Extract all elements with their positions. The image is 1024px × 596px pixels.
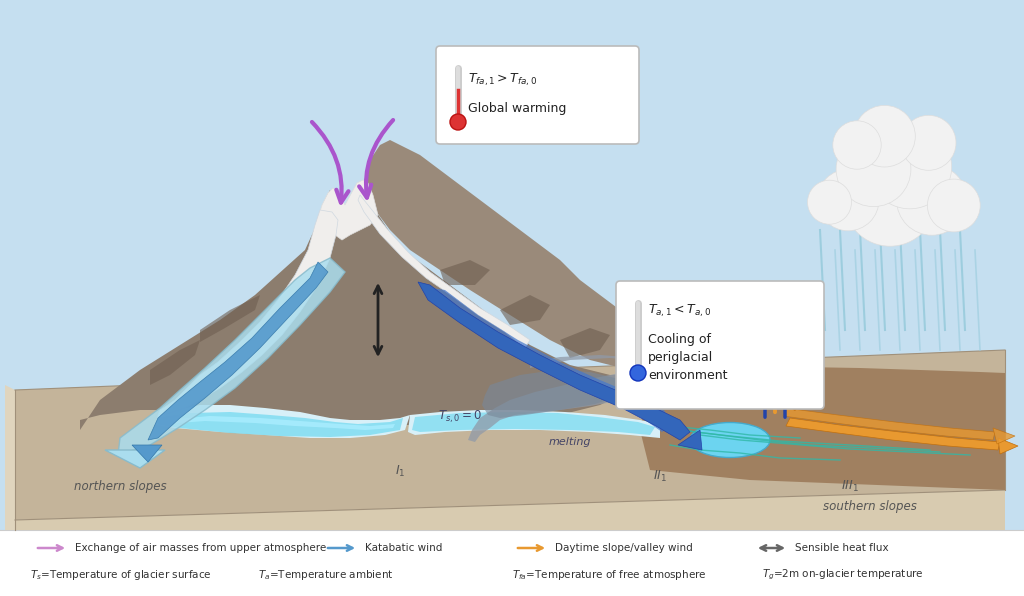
Polygon shape bbox=[500, 295, 550, 325]
Text: $T_{s,0}=0$: $T_{s,0}=0$ bbox=[438, 409, 482, 425]
Polygon shape bbox=[783, 408, 995, 440]
Polygon shape bbox=[440, 260, 490, 285]
Text: melting: melting bbox=[549, 437, 591, 447]
Polygon shape bbox=[998, 438, 1018, 454]
Polygon shape bbox=[158, 210, 338, 415]
Polygon shape bbox=[150, 340, 200, 385]
Polygon shape bbox=[362, 140, 690, 370]
Polygon shape bbox=[432, 288, 672, 432]
Polygon shape bbox=[993, 428, 1015, 444]
Polygon shape bbox=[118, 258, 345, 455]
Text: periglacial: periglacial bbox=[648, 351, 714, 364]
Text: southern slopes: southern slopes bbox=[823, 500, 916, 513]
Text: $T_{s}$=Temperature of glacier surface: $T_{s}$=Temperature of glacier surface bbox=[30, 568, 212, 582]
Polygon shape bbox=[408, 410, 660, 438]
Circle shape bbox=[450, 114, 466, 130]
Text: environment: environment bbox=[648, 369, 727, 382]
Text: Sensible heat flux: Sensible heat flux bbox=[795, 543, 889, 553]
Text: $T_{a,1} < T_{a,0}$: $T_{a,1} < T_{a,0}$ bbox=[648, 303, 712, 319]
Polygon shape bbox=[132, 445, 162, 462]
Polygon shape bbox=[105, 450, 165, 468]
Circle shape bbox=[817, 169, 879, 231]
Polygon shape bbox=[155, 405, 410, 438]
Polygon shape bbox=[200, 295, 260, 342]
Polygon shape bbox=[482, 370, 630, 418]
Text: Exchange of air masses from upper atmosphere: Exchange of air masses from upper atmosp… bbox=[75, 543, 327, 553]
Circle shape bbox=[833, 121, 882, 169]
Text: Cooling of: Cooling of bbox=[648, 333, 711, 346]
Polygon shape bbox=[165, 416, 395, 430]
Text: northern slopes: northern slopes bbox=[74, 480, 166, 493]
Ellipse shape bbox=[690, 423, 770, 458]
Circle shape bbox=[630, 365, 646, 381]
Polygon shape bbox=[318, 180, 378, 240]
Text: $III_1$: $III_1$ bbox=[841, 479, 859, 494]
Text: $T_{fa,1} > T_{fa,0}$: $T_{fa,1} > T_{fa,0}$ bbox=[468, 72, 538, 88]
Circle shape bbox=[897, 165, 967, 235]
Polygon shape bbox=[358, 195, 530, 348]
Circle shape bbox=[901, 115, 956, 170]
Polygon shape bbox=[786, 418, 1000, 450]
Text: $I_1$: $I_1$ bbox=[395, 464, 406, 479]
Circle shape bbox=[854, 105, 915, 167]
Polygon shape bbox=[468, 355, 680, 442]
Polygon shape bbox=[148, 262, 328, 440]
Circle shape bbox=[808, 180, 852, 224]
Text: $T_{a}$=Temperature ambient: $T_{a}$=Temperature ambient bbox=[258, 568, 393, 582]
Polygon shape bbox=[418, 282, 690, 440]
Polygon shape bbox=[80, 185, 630, 430]
Text: Katabatic wind: Katabatic wind bbox=[365, 543, 442, 553]
Circle shape bbox=[868, 125, 951, 209]
Circle shape bbox=[928, 179, 980, 232]
Text: Daytime slope/valley wind: Daytime slope/valley wind bbox=[555, 543, 693, 553]
Bar bbox=[0, 0, 1024, 530]
Polygon shape bbox=[15, 350, 1005, 520]
Polygon shape bbox=[158, 412, 403, 437]
Text: $T_{fa}$=Temperature of free atmosphere: $T_{fa}$=Temperature of free atmosphere bbox=[512, 568, 707, 582]
Polygon shape bbox=[5, 385, 15, 530]
Circle shape bbox=[844, 154, 936, 246]
Text: $II_1$: $II_1$ bbox=[653, 469, 667, 484]
Polygon shape bbox=[560, 328, 610, 358]
Circle shape bbox=[837, 132, 911, 207]
FancyBboxPatch shape bbox=[616, 281, 824, 409]
Polygon shape bbox=[412, 412, 655, 435]
Polygon shape bbox=[15, 490, 1005, 530]
Text: $T_{g}$=2m on-glacier temperature: $T_{g}$=2m on-glacier temperature bbox=[762, 568, 924, 582]
Text: Global warming: Global warming bbox=[468, 102, 566, 115]
Polygon shape bbox=[640, 367, 1005, 490]
Bar bbox=[0, 530, 1024, 596]
Polygon shape bbox=[678, 430, 702, 450]
FancyBboxPatch shape bbox=[436, 46, 639, 144]
